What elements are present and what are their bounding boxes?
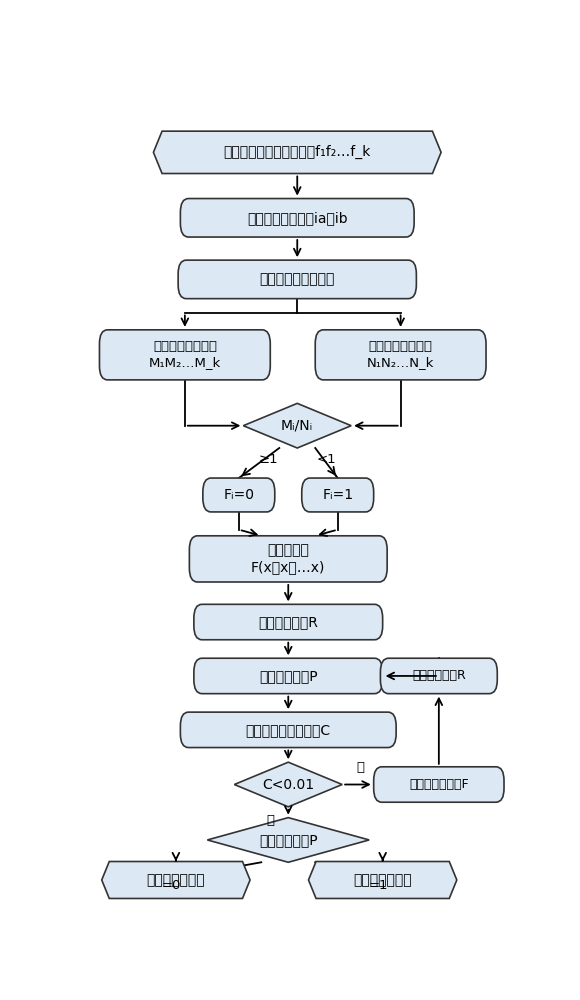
Text: ≥1: ≥1 [258,453,278,466]
FancyBboxPatch shape [194,604,383,640]
Text: 采集电机两相电流ia、ib: 采集电机两相电流ia、ib [247,211,347,225]
Text: =1: =1 [368,879,388,892]
FancyBboxPatch shape [178,260,416,299]
Text: 计算故障概率P: 计算故障概率P [259,669,318,683]
Text: 异常噪声频率信号
N₁N₂…N_k: 异常噪声频率信号 N₁N₂…N_k [367,340,434,369]
Polygon shape [208,818,369,862]
Text: 是: 是 [266,814,274,827]
Text: 设定需要检测的故障频率f₁f₂…f_k: 设定需要检测的故障频率f₁f₂…f_k [223,145,371,159]
FancyBboxPatch shape [100,330,270,380]
Text: 多层次信号监测模块: 多层次信号监测模块 [260,272,335,286]
Text: 正常噪声频率信号
M₁M₂…M_k: 正常噪声频率信号 M₁M₂…M_k [148,340,221,369]
Polygon shape [244,403,351,448]
Text: 设定检测阈值R: 设定检测阈值R [258,615,318,629]
Text: Fᵢ=1: Fᵢ=1 [322,488,353,502]
Text: 计算误报和错报概率C: 计算误报和错报概率C [246,723,331,737]
FancyBboxPatch shape [316,330,486,380]
Text: <1: <1 [317,453,336,466]
FancyBboxPatch shape [374,767,504,802]
Text: 故障特征值
F(x，x，…x): 故障特征值 F(x，x，…x) [251,543,325,575]
Text: 最新故障概率P: 最新故障概率P [259,833,318,847]
FancyBboxPatch shape [180,712,396,748]
Text: 否: 否 [356,761,364,774]
Polygon shape [309,862,457,898]
Text: 更新故障特征值F: 更新故障特征值F [409,778,469,791]
FancyBboxPatch shape [180,199,414,237]
Text: 此次异常为噪声: 此次异常为噪声 [147,873,205,887]
Polygon shape [153,131,441,174]
Polygon shape [234,762,342,807]
Text: Fᵢ=0: Fᵢ=0 [223,488,254,502]
Text: Mᵢ/Nᵢ: Mᵢ/Nᵢ [281,419,313,433]
FancyBboxPatch shape [302,478,374,512]
FancyBboxPatch shape [380,658,497,694]
Polygon shape [102,862,250,898]
Text: 更新检测阈值R: 更新检测阈值R [412,669,466,682]
Text: =0: =0 [162,879,181,892]
FancyBboxPatch shape [203,478,275,512]
FancyBboxPatch shape [194,658,383,694]
Text: C<0.01: C<0.01 [262,778,314,792]
FancyBboxPatch shape [189,536,387,582]
Text: 此次异常为故障: 此次异常为故障 [353,873,412,887]
